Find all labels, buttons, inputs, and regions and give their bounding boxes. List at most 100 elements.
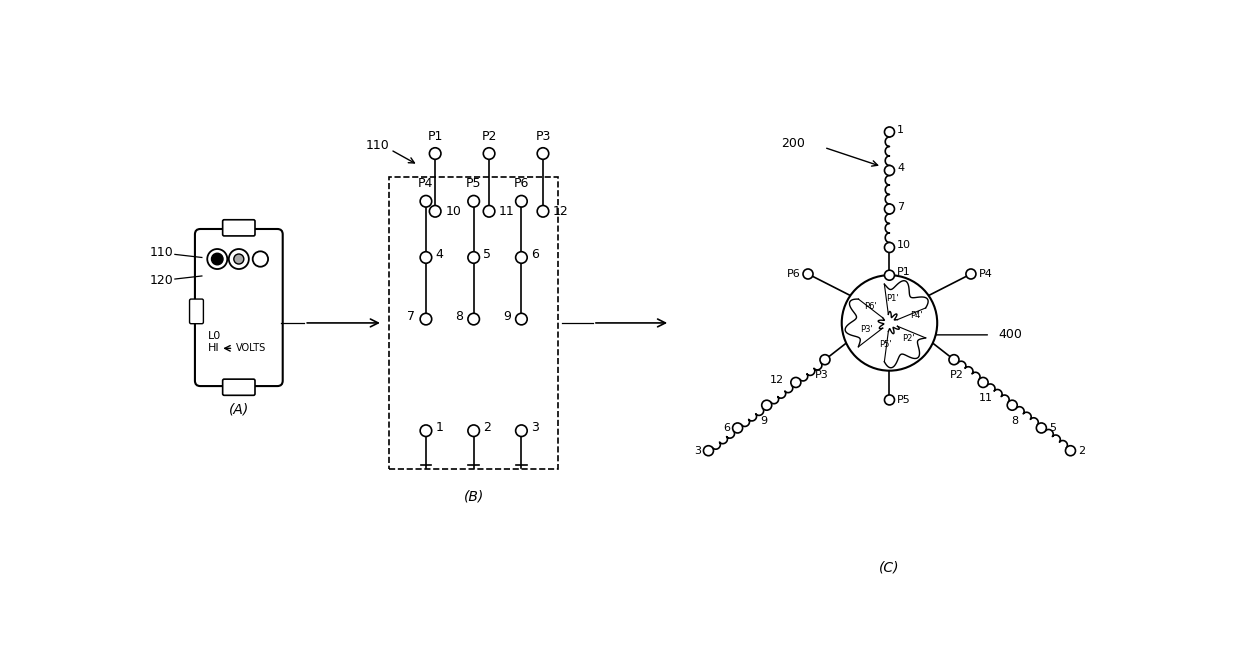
Circle shape: [420, 252, 431, 263]
Circle shape: [468, 425, 479, 436]
Text: 4: 4: [435, 248, 444, 261]
Text: 5: 5: [1049, 423, 1056, 433]
Circle shape: [207, 249, 227, 269]
Circle shape: [1036, 423, 1047, 433]
Text: P6: P6: [514, 177, 529, 191]
Text: 6: 6: [530, 248, 539, 261]
Text: 11: 11: [979, 394, 994, 403]
Text: P5': P5': [880, 340, 892, 349]
Circle shape: [762, 400, 772, 410]
Circle shape: [885, 166, 895, 175]
Circle shape: [483, 206, 494, 217]
Text: 10: 10: [897, 240, 911, 250]
Circle shape: [420, 425, 431, 436]
Text: 120: 120: [150, 274, 173, 287]
Circle shape: [420, 313, 431, 325]
Circle shape: [468, 252, 479, 263]
Circle shape: [515, 196, 527, 207]
Circle shape: [1066, 445, 1075, 456]
Text: P3': P3': [860, 325, 872, 334]
Text: P6': P6': [864, 302, 877, 311]
Circle shape: [820, 355, 830, 365]
Text: 110: 110: [150, 246, 173, 260]
Text: P1: P1: [897, 267, 911, 277]
Text: L0: L0: [208, 331, 222, 341]
Circle shape: [704, 445, 714, 456]
Text: P1: P1: [427, 129, 442, 143]
Text: 12: 12: [553, 205, 569, 217]
Circle shape: [790, 378, 800, 388]
Text: (A): (A): [229, 403, 249, 417]
Text: 7: 7: [408, 309, 415, 323]
Circle shape: [420, 196, 431, 207]
Text: P2: P2: [950, 371, 964, 380]
Text: 12: 12: [771, 375, 784, 385]
Circle shape: [885, 395, 895, 405]
Circle shape: [515, 313, 527, 325]
Circle shape: [978, 378, 989, 388]
Text: 5: 5: [483, 248, 491, 261]
Text: P4: P4: [979, 269, 992, 279]
Text: P4': P4': [909, 311, 923, 320]
Text: 2: 2: [483, 421, 491, 434]
Text: 110: 110: [366, 139, 389, 152]
Text: 400: 400: [997, 328, 1022, 342]
Circle shape: [1007, 400, 1017, 410]
Circle shape: [885, 270, 895, 280]
Circle shape: [885, 127, 895, 137]
Text: P3: P3: [815, 371, 829, 380]
FancyBboxPatch shape: [195, 229, 282, 386]
Text: 200: 200: [781, 137, 805, 150]
Circle shape: [885, 242, 895, 252]
Text: P3: P3: [535, 129, 550, 143]
Circle shape: [732, 423, 742, 433]
Text: 2: 2: [1078, 445, 1085, 456]
Circle shape: [430, 148, 441, 159]
Text: P2: P2: [482, 129, 497, 143]
Circle shape: [253, 252, 268, 267]
Text: 4: 4: [897, 163, 904, 173]
Text: 10: 10: [445, 205, 461, 217]
Text: 1: 1: [897, 125, 904, 135]
Circle shape: [430, 206, 441, 217]
Text: HI: HI: [208, 344, 219, 353]
FancyBboxPatch shape: [223, 379, 255, 396]
Text: 11: 11: [499, 205, 515, 217]
Text: P6: P6: [787, 269, 800, 279]
Text: P2': P2': [902, 334, 914, 344]
Circle shape: [885, 204, 895, 214]
Text: (B): (B): [463, 489, 483, 503]
Circle shape: [515, 425, 527, 436]
FancyBboxPatch shape: [190, 299, 203, 324]
Text: VOLTS: VOLTS: [235, 344, 266, 353]
Text: 3: 3: [530, 421, 539, 434]
Circle shape: [538, 206, 549, 217]
Text: P4: P4: [419, 177, 434, 191]
Circle shape: [515, 252, 527, 263]
Circle shape: [841, 275, 937, 371]
Circle shape: [803, 269, 813, 279]
Circle shape: [949, 355, 959, 365]
Text: 8: 8: [455, 309, 463, 323]
Circle shape: [234, 254, 244, 264]
Text: P5: P5: [466, 177, 482, 191]
Text: P1': P1': [887, 294, 900, 303]
Text: P5: P5: [897, 395, 911, 405]
Circle shape: [483, 148, 494, 159]
Text: 1: 1: [435, 421, 444, 434]
Text: 7: 7: [897, 202, 904, 212]
FancyBboxPatch shape: [223, 219, 255, 236]
Text: 6: 6: [722, 423, 730, 433]
Circle shape: [212, 253, 223, 265]
Circle shape: [538, 148, 549, 159]
Text: 9: 9: [760, 416, 767, 426]
FancyBboxPatch shape: [389, 177, 559, 469]
Text: 8: 8: [1012, 416, 1018, 426]
Circle shape: [966, 269, 976, 279]
Text: 9: 9: [503, 309, 510, 323]
Text: 3: 3: [694, 445, 701, 456]
Circle shape: [229, 249, 249, 269]
Circle shape: [468, 313, 479, 325]
Text: (C): (C): [880, 561, 900, 575]
Circle shape: [468, 196, 479, 207]
